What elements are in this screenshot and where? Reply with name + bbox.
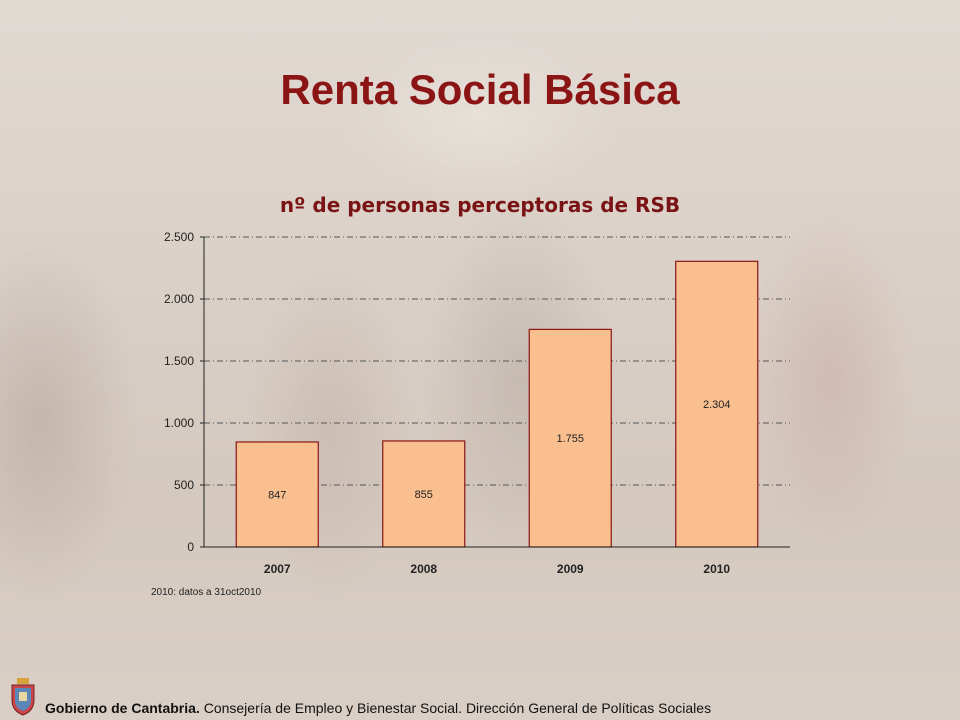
chart-title: nº de personas perceptoras de RSB bbox=[279, 193, 681, 217]
y-tick-label: 1.500 bbox=[164, 354, 194, 368]
y-tick-label: 2.000 bbox=[164, 292, 194, 306]
y-tick-label: 2.500 bbox=[164, 230, 194, 244]
data-label: 2.304 bbox=[703, 399, 731, 411]
chart-footnote: 2010: datos a 31oct2010 bbox=[151, 587, 262, 598]
bar-2009 bbox=[528, 328, 612, 548]
y-tick-label: 1.000 bbox=[164, 416, 194, 430]
data-label: 855 bbox=[415, 489, 433, 501]
footer-credits: Gobierno de Cantabria. Consejería de Emp… bbox=[45, 700, 711, 716]
x-tick-label: 2008 bbox=[410, 562, 437, 576]
slide-title: Renta Social Básica bbox=[280, 66, 680, 113]
bar-2007 bbox=[235, 441, 319, 548]
y-tick-label: 500 bbox=[174, 478, 194, 492]
bar-2010 bbox=[675, 260, 759, 548]
x-tick-label: 2010 bbox=[703, 562, 730, 576]
x-tick-label: 2009 bbox=[557, 562, 584, 576]
footer-dept: Consejería de Empleo y Bienestar Social.… bbox=[199, 700, 712, 716]
y-tick-label: 0 bbox=[187, 540, 194, 554]
bar-2008 bbox=[382, 440, 466, 548]
cantabria-crest-icon bbox=[11, 678, 35, 716]
data-label: 1.755 bbox=[556, 433, 584, 445]
footer-org: Gobierno de Cantabria. bbox=[45, 700, 200, 716]
data-label: 847 bbox=[268, 489, 286, 501]
x-tick-label: 2007 bbox=[264, 562, 291, 576]
